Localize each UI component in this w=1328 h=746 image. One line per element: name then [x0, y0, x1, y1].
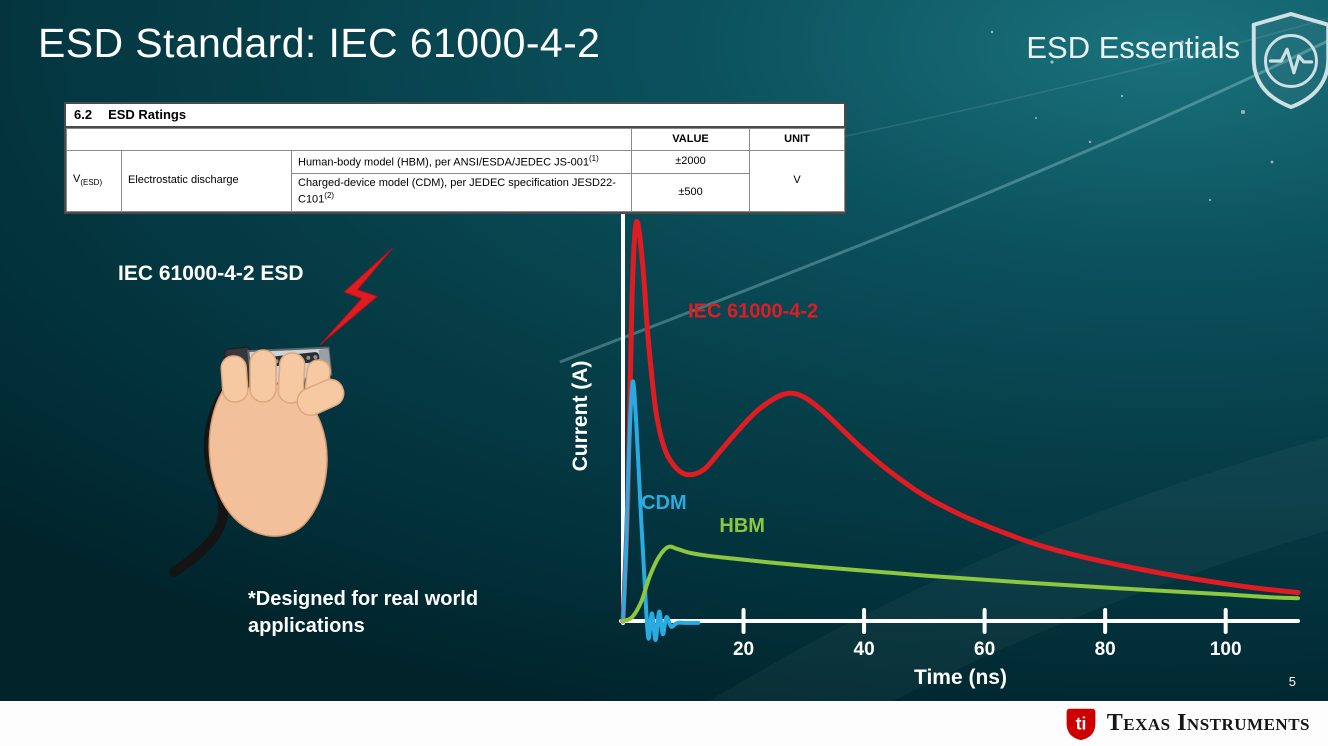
background-streak: [559, 39, 1328, 364]
esd-shield-icon: [1251, 11, 1328, 110]
y-axis-title: Current (A): [569, 361, 592, 472]
col-header-unit: UNIT: [749, 128, 846, 151]
ti-brand-name: Texas Instruments: [1106, 710, 1310, 736]
page-number: 5: [1288, 674, 1296, 689]
table-row-hbm: V(ESD) Electrostatic discharge Human-bod…: [66, 149, 846, 212]
series-iec-61000-4-2: [620, 218, 1301, 624]
hand: [208, 349, 345, 537]
hand-connector-illustration: [169, 247, 393, 577]
background-streak-faint: [779, 17, 1328, 151]
series-hbm: [621, 544, 1300, 623]
section-title: ESD Ratings: [108, 107, 187, 122]
background-band: [675, 436, 1328, 746]
x-tick-label: 100: [1210, 639, 1242, 660]
series-cdm: [621, 379, 701, 643]
x-tick-label: 20: [733, 639, 754, 660]
series-label-hbm: HBM: [719, 515, 765, 537]
series-label-cdm: CDM: [641, 492, 687, 514]
unit-cell: V: [749, 150, 846, 212]
header-spacer-cell: [65, 128, 633, 151]
section-number: 6.2: [74, 107, 93, 122]
esd-ratings-table: 6.2 ESD Ratings VALUE UNIT V(ESD) Electr…: [64, 102, 846, 214]
param-name-cell: Electrostatic discharge: [121, 150, 292, 212]
table-header-row: VALUE UNIT: [65, 128, 846, 151]
param-symbol: V: [73, 173, 81, 186]
table-row-cdm: Charged-device model (CDM), per JEDEC sp…: [67, 173, 845, 212]
x-tick-label: 40: [854, 639, 875, 660]
param-symbol-cell: V(ESD): [66, 150, 122, 212]
applications-note: *Designed for real world applications: [248, 588, 479, 637]
ti-logo-icon: ti: [1066, 708, 1096, 740]
x-tick-label: 60: [974, 639, 995, 660]
cdm-footnote-ref: (2): [324, 191, 335, 201]
svg-text:ti: ti: [1075, 713, 1086, 733]
lightning-bolt-icon: [319, 247, 393, 346]
x-tick-label: 80: [1095, 639, 1116, 660]
cdm-value-cell: ±500: [631, 173, 751, 212]
hbm-footnote-ref: (1): [589, 154, 599, 163]
slide-title: ESD Standard: IEC 61000-4-2: [38, 20, 601, 66]
cdm-description-cell: Charged-device model (CDM), per JEDEC sp…: [290, 173, 633, 212]
param-symbol-sub: (ESD): [80, 178, 103, 188]
series-label-iec-61000-4-2: IEC 61000-4-2: [688, 300, 818, 322]
hbm-description-cell: Human-body model (HBM), per ANSI/ESDA/JE…: [290, 149, 633, 175]
background-stars: [990, 30, 1274, 202]
footer-bar: ti Texas Instruments: [0, 701, 1328, 746]
col-header-value: VALUE: [631, 128, 751, 151]
x-axis-title: Time (ns): [914, 666, 1007, 689]
table-section-heading: 6.2 ESD Ratings: [66, 104, 844, 128]
illustration-caption: IEC 61000-4-2 ESD: [118, 262, 304, 285]
cdm-description: Charged-device model (CDM), per JEDEC sp…: [298, 177, 616, 206]
hbm-value-cell: ±2000: [631, 149, 751, 175]
hbm-description: Human-body model (HBM), per ANSI/ESDA/JE…: [298, 156, 589, 169]
series-brand: ESD Essentials: [1026, 30, 1240, 65]
esd-current-chart: 20 40 60 80 100 Time (ns) Current (A) IEC 61000…: [569, 206, 1301, 689]
